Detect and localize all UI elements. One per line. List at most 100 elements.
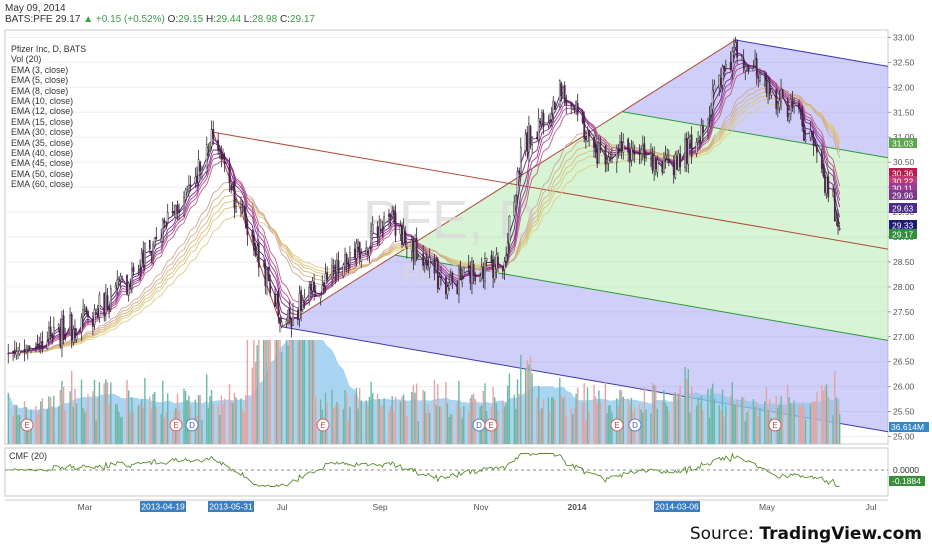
volume-bar xyxy=(406,415,408,444)
legend-item[interactable]: EMA (3, close) xyxy=(11,64,69,75)
volume-bar xyxy=(502,400,504,444)
volume-bar xyxy=(518,393,520,444)
volume-bar xyxy=(765,387,768,444)
legend-item[interactable]: EMA (30, close) xyxy=(11,127,74,138)
candle-body xyxy=(563,85,566,102)
cmf-value-label: -0.1884 xyxy=(892,476,921,486)
candle-body xyxy=(212,128,215,138)
candle-body xyxy=(49,326,52,336)
candle-body xyxy=(619,142,621,150)
candle-body xyxy=(140,253,143,268)
pitchfork-base-line xyxy=(281,39,736,328)
candle-body xyxy=(524,133,527,152)
volume-bar xyxy=(98,382,101,444)
candle-body xyxy=(171,211,174,213)
candle-body xyxy=(427,263,429,266)
candle-body xyxy=(415,238,418,259)
volume-bar xyxy=(650,413,652,444)
candle-body xyxy=(412,240,415,260)
candle-body xyxy=(480,266,483,279)
volume-bar xyxy=(786,384,789,444)
legend-item[interactable]: EMA (8, close) xyxy=(11,85,69,96)
volume-bar xyxy=(116,403,118,444)
legend-item[interactable]: EMA (60, close) xyxy=(11,179,74,190)
candle-body xyxy=(765,74,768,93)
volume-bar xyxy=(302,340,304,444)
candle-body xyxy=(127,282,130,296)
candle-body xyxy=(207,146,210,149)
volume-bar xyxy=(811,401,813,444)
volume-bar xyxy=(731,381,733,444)
volume-bar xyxy=(733,404,735,444)
volume-bar xyxy=(93,379,96,444)
candle-body xyxy=(461,279,464,284)
candle-body xyxy=(174,205,177,218)
candle-body xyxy=(262,264,265,267)
candle-body xyxy=(710,105,712,115)
event-marker-label: E xyxy=(24,421,29,430)
volume-bar xyxy=(707,389,709,444)
volume-bar xyxy=(764,401,766,444)
volume-bar xyxy=(297,340,299,444)
volume-bar xyxy=(150,408,153,444)
value-label-text: 29.33 xyxy=(892,221,914,231)
price-tick-label: 27.00 xyxy=(893,332,915,342)
candle-body xyxy=(358,241,361,258)
candle-body xyxy=(547,122,550,126)
candle-body xyxy=(628,149,631,163)
volume-bar xyxy=(253,340,255,444)
volume-bar xyxy=(85,409,87,444)
candle-body xyxy=(588,129,590,137)
volume-bar xyxy=(710,388,712,444)
volume-bar xyxy=(573,407,576,444)
candle-body xyxy=(593,137,595,148)
volume-bar xyxy=(606,413,608,444)
date-badge-text: 2013-04-19 xyxy=(141,502,185,512)
candle-body xyxy=(583,120,586,139)
candle-body xyxy=(422,253,424,266)
candle-body xyxy=(474,274,477,281)
event-marker-label: E xyxy=(488,421,493,430)
cmf-pane-frame xyxy=(4,447,889,497)
volume-bar xyxy=(456,401,458,444)
source-prefix: Source: xyxy=(689,524,760,544)
legend-item[interactable]: EMA (35, close) xyxy=(11,137,74,148)
legend-item[interactable]: EMA (40, close) xyxy=(11,148,74,159)
legend-item[interactable]: EMA (45, close) xyxy=(11,158,74,169)
volume-bar xyxy=(620,390,623,444)
value-label-text: 31.03 xyxy=(892,139,914,149)
volume-bar xyxy=(516,379,519,444)
volume-bar xyxy=(713,398,716,444)
candle-body xyxy=(205,144,208,173)
volume-bar xyxy=(734,405,737,444)
candle-body xyxy=(736,41,738,58)
date-badge-box xyxy=(208,501,254,512)
legend-item[interactable]: EMA (50, close) xyxy=(11,168,74,179)
volume-bar xyxy=(17,415,19,444)
candle-body xyxy=(554,102,556,110)
candle-body xyxy=(357,241,359,248)
price-grid xyxy=(5,36,888,438)
legend-item[interactable]: EMA (5, close) xyxy=(11,75,69,86)
candle-body xyxy=(313,282,315,293)
candle-body xyxy=(13,349,16,353)
volume-bar xyxy=(832,415,834,444)
volume-bar xyxy=(655,385,657,444)
candle-body xyxy=(539,120,542,123)
candle-body xyxy=(173,210,176,215)
candle-body xyxy=(684,139,686,168)
volume-bar xyxy=(677,393,680,444)
pitchfork-lower-warning-line xyxy=(394,254,889,341)
volume-bar xyxy=(372,393,374,444)
legend-item[interactable]: Vol (20) xyxy=(11,54,42,65)
volume-bar xyxy=(651,383,654,444)
legend-item[interactable]: EMA (15, close) xyxy=(11,116,74,127)
legend-item[interactable]: EMA (12, close) xyxy=(11,106,74,117)
candle-body xyxy=(153,237,156,247)
volume-bar xyxy=(383,398,385,444)
date-badge-box xyxy=(140,501,186,512)
legend-item[interactable]: EMA (10, close) xyxy=(11,96,74,107)
